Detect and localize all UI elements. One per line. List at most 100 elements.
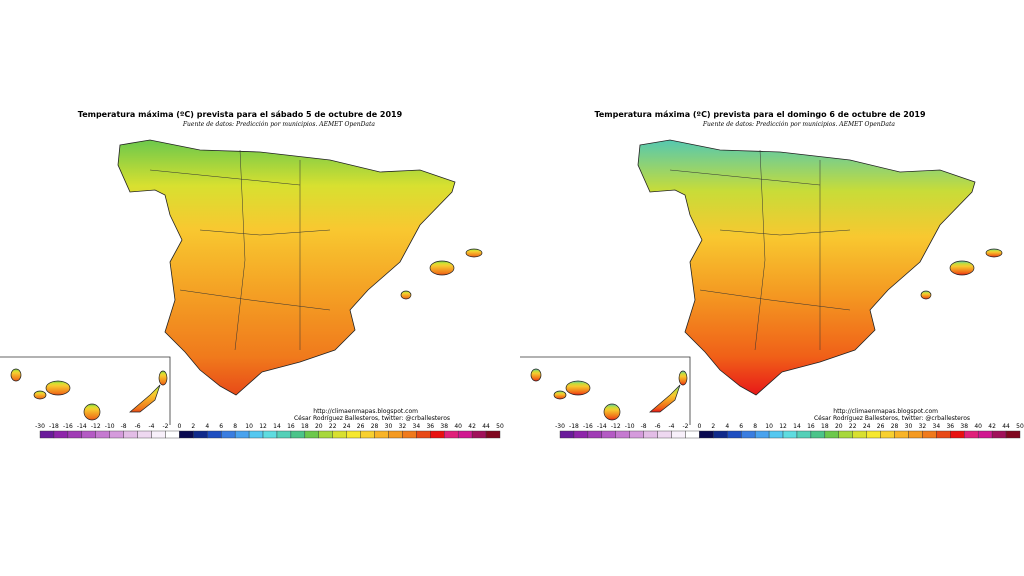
scale-label: 0 bbox=[697, 423, 701, 430]
scale-label: 50 bbox=[496, 423, 504, 430]
scale-label: -6 bbox=[135, 423, 141, 430]
scale-swatch bbox=[234, 430, 250, 439]
scale-swatch bbox=[374, 430, 389, 439]
scale-label: 4 bbox=[205, 423, 209, 430]
scale-swatch bbox=[866, 430, 881, 439]
scale-label: -14 bbox=[77, 423, 87, 430]
scale-swatch bbox=[727, 430, 742, 439]
credit-url: http://climaenmapas.blogspot.com bbox=[833, 408, 938, 415]
scale-label: -12 bbox=[91, 423, 101, 430]
scale-label: -10 bbox=[625, 423, 635, 430]
scale-swatch bbox=[332, 430, 347, 439]
scale-swatch bbox=[643, 430, 658, 439]
map-left bbox=[0, 139, 483, 426]
scale-label: 2 bbox=[711, 423, 715, 430]
scale-swatch bbox=[699, 430, 714, 439]
scale-label: -2 bbox=[162, 423, 168, 430]
scale-label: 16 bbox=[807, 423, 815, 430]
scale-swatch bbox=[137, 430, 152, 439]
scale-swatch bbox=[388, 430, 403, 439]
scale-swatch bbox=[360, 430, 375, 439]
scale-label: 22 bbox=[849, 423, 857, 430]
scale-swatch bbox=[629, 430, 644, 439]
scale-swatch bbox=[457, 430, 473, 439]
scale-label: 36 bbox=[426, 423, 434, 430]
scale-swatch bbox=[587, 430, 603, 439]
scale-swatch bbox=[304, 430, 319, 439]
credit-url: http://climaenmapas.blogspot.com bbox=[313, 408, 418, 415]
scale-swatch bbox=[67, 430, 83, 439]
scale-swatch bbox=[754, 430, 770, 439]
scale-label: 28 bbox=[371, 423, 379, 430]
scale-label: -12 bbox=[611, 423, 621, 430]
scale-swatch bbox=[276, 430, 292, 439]
scale-swatch bbox=[852, 430, 867, 439]
scale-label: 12 bbox=[779, 423, 787, 430]
scale-label: -14 bbox=[597, 423, 607, 430]
scale-swatch bbox=[262, 430, 278, 439]
map-title: Temperatura máxima (ºC) prevista para el… bbox=[78, 110, 403, 119]
scale-label: 42 bbox=[468, 423, 476, 430]
scale-swatch bbox=[922, 430, 937, 439]
scale-swatch bbox=[810, 430, 826, 439]
scale-swatch bbox=[179, 430, 194, 439]
scale-label: 2 bbox=[191, 423, 195, 430]
scale-swatch bbox=[221, 430, 236, 439]
scale-swatch bbox=[193, 430, 208, 439]
scale-label: -8 bbox=[641, 423, 647, 430]
scale-swatch bbox=[165, 430, 180, 439]
scale-label: -30 bbox=[35, 423, 45, 430]
scale-label: 20 bbox=[835, 423, 843, 430]
scale-label: 10 bbox=[765, 423, 773, 430]
scale-label: 40 bbox=[454, 423, 462, 430]
scale-swatch bbox=[207, 430, 222, 439]
scale-label: 26 bbox=[877, 423, 885, 430]
scale-swatch bbox=[123, 430, 138, 439]
scale-label: 38 bbox=[440, 423, 448, 430]
scale-swatch bbox=[671, 430, 686, 439]
scale-label: -16 bbox=[583, 423, 593, 430]
scale-swatch bbox=[39, 430, 55, 439]
scale-label: 0 bbox=[177, 423, 181, 430]
scale-label: 4 bbox=[725, 423, 729, 430]
scale-swatch bbox=[782, 430, 798, 439]
scale-label: 6 bbox=[739, 423, 743, 430]
scale-swatch bbox=[109, 430, 124, 439]
scale-label: 32 bbox=[399, 423, 407, 430]
scale-swatch bbox=[318, 430, 333, 439]
scale-swatch bbox=[768, 430, 784, 439]
scale-label: -30 bbox=[555, 423, 565, 430]
map-source: Fuente de datos: Predicción por municipi… bbox=[182, 121, 376, 128]
scale-label: 34 bbox=[413, 423, 421, 430]
scale-label: 22 bbox=[329, 423, 337, 430]
scale-swatch bbox=[346, 430, 361, 439]
scale-label: 10 bbox=[245, 423, 253, 430]
scale-swatch bbox=[559, 430, 575, 439]
scale-label: 14 bbox=[273, 423, 281, 430]
scale-label: 14 bbox=[793, 423, 801, 430]
scale-swatch bbox=[53, 430, 69, 439]
scale-label: 44 bbox=[1002, 423, 1010, 430]
scale-label: 18 bbox=[301, 423, 309, 430]
scale-swatch bbox=[977, 430, 993, 439]
scale-swatch bbox=[950, 430, 965, 439]
scale-label: 6 bbox=[219, 423, 223, 430]
scale-label: 16 bbox=[287, 423, 295, 430]
scale-swatch bbox=[880, 430, 895, 439]
scale-swatch bbox=[796, 430, 812, 439]
scale-label: 28 bbox=[891, 423, 899, 430]
scale-swatch bbox=[471, 430, 487, 439]
scale-swatch bbox=[151, 430, 166, 439]
scale-swatch bbox=[444, 430, 459, 439]
scale-label: -6 bbox=[655, 423, 661, 430]
map-panel: Temperatura máxima (ºC) prevista para el… bbox=[555, 110, 1024, 439]
scale-label: 32 bbox=[919, 423, 927, 430]
scale-label: -8 bbox=[121, 423, 127, 430]
scale-swatch bbox=[936, 430, 951, 439]
scale-swatch bbox=[95, 430, 110, 439]
scale-label: 50 bbox=[1016, 423, 1024, 430]
scale-swatch bbox=[485, 430, 501, 439]
scale-swatch bbox=[416, 430, 431, 439]
map-title: Temperatura máxima (ºC) prevista para el… bbox=[594, 110, 926, 119]
